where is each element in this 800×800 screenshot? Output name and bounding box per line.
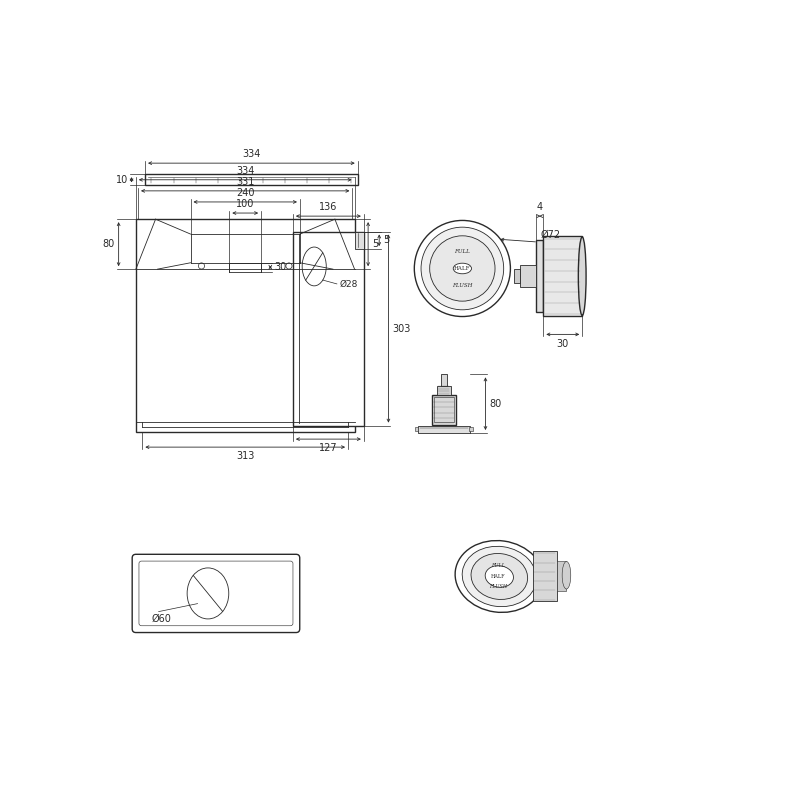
Bar	[418, 426, 470, 433]
Ellipse shape	[471, 554, 528, 599]
Circle shape	[421, 227, 504, 310]
Bar	[414, 426, 418, 431]
Bar	[432, 395, 455, 425]
Text: 30: 30	[557, 338, 569, 349]
Bar	[434, 398, 454, 422]
FancyBboxPatch shape	[132, 554, 300, 633]
Bar	[536, 241, 543, 312]
Bar	[543, 236, 582, 316]
Text: FLUSH: FLUSH	[452, 282, 473, 288]
Bar	[145, 174, 358, 186]
Bar	[470, 426, 473, 431]
Bar	[293, 231, 364, 426]
Text: HALF: HALF	[454, 266, 470, 271]
Text: 80: 80	[490, 399, 502, 409]
Bar	[558, 562, 566, 591]
Text: Ø60: Ø60	[151, 614, 171, 624]
Text: 303: 303	[392, 323, 410, 334]
Circle shape	[430, 236, 495, 301]
Text: HALF: HALF	[491, 574, 506, 579]
Text: 331: 331	[236, 177, 254, 187]
Ellipse shape	[302, 247, 326, 286]
Text: 136: 136	[319, 202, 338, 213]
Text: 334: 334	[236, 166, 254, 176]
Bar	[437, 386, 450, 395]
Ellipse shape	[454, 263, 471, 274]
Text: FULL: FULL	[491, 563, 505, 568]
Text: 4: 4	[537, 202, 543, 212]
Ellipse shape	[187, 568, 229, 619]
Bar	[355, 231, 364, 249]
Bar	[514, 269, 520, 283]
Text: 5: 5	[372, 239, 378, 249]
Text: Ø28: Ø28	[339, 279, 358, 289]
Bar	[441, 374, 447, 386]
Ellipse shape	[578, 237, 586, 315]
Text: 127: 127	[319, 443, 338, 454]
Text: 10: 10	[116, 174, 128, 185]
Bar	[533, 551, 558, 602]
Text: FULL: FULL	[454, 249, 470, 254]
Ellipse shape	[485, 566, 514, 587]
Ellipse shape	[562, 562, 570, 589]
Text: 334: 334	[242, 149, 261, 159]
Circle shape	[414, 221, 510, 317]
Text: 80: 80	[102, 239, 115, 249]
Text: 5: 5	[383, 235, 389, 246]
Text: FLUSH: FLUSH	[489, 585, 507, 590]
Text: Ø72: Ø72	[541, 230, 561, 239]
Ellipse shape	[455, 541, 543, 612]
Bar	[520, 265, 536, 287]
FancyBboxPatch shape	[139, 561, 293, 626]
Text: 240: 240	[236, 188, 254, 198]
Text: 313: 313	[236, 451, 254, 462]
Text: 30: 30	[274, 262, 286, 272]
Bar	[136, 219, 354, 432]
Text: 100: 100	[236, 199, 254, 210]
Ellipse shape	[462, 546, 537, 606]
